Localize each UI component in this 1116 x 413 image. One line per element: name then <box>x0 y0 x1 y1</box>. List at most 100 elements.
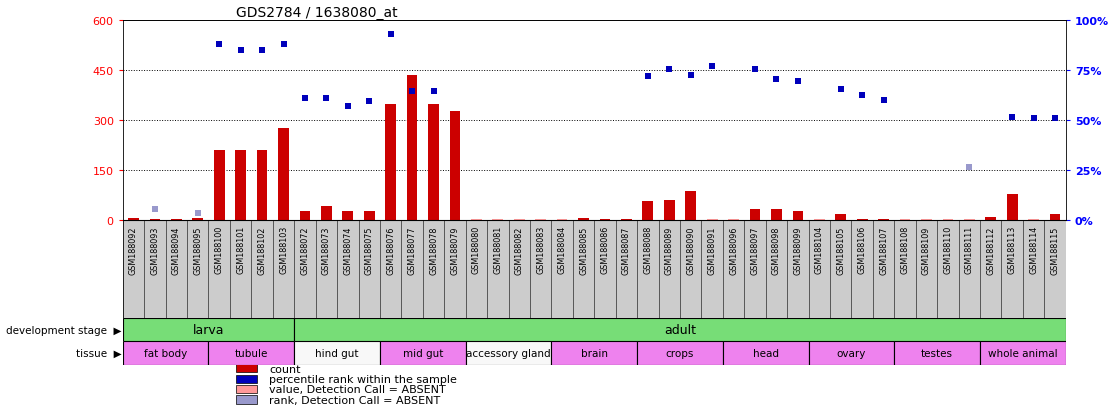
Text: ovary: ovary <box>837 348 866 358</box>
Text: GSM188108: GSM188108 <box>901 225 910 274</box>
Text: GSM188083: GSM188083 <box>536 225 546 274</box>
Bar <box>235 364 257 373</box>
Bar <box>750 210 760 221</box>
Text: GSM188095: GSM188095 <box>193 225 202 274</box>
Text: GSM188094: GSM188094 <box>172 225 181 274</box>
Bar <box>150 219 161 221</box>
Bar <box>980 342 1066 365</box>
Bar <box>664 200 675 221</box>
Bar <box>551 342 637 365</box>
Bar <box>492 219 503 221</box>
Text: tissue  ▶: tissue ▶ <box>76 348 122 358</box>
Bar <box>192 219 203 221</box>
Text: GSM188100: GSM188100 <box>214 225 223 274</box>
Bar <box>792 211 804 221</box>
Bar <box>943 219 953 221</box>
Text: GSM188096: GSM188096 <box>729 225 738 274</box>
Bar <box>1007 195 1018 221</box>
Text: GSM188082: GSM188082 <box>514 225 523 274</box>
Text: fat body: fat body <box>144 348 187 358</box>
Text: GSM188107: GSM188107 <box>879 225 888 274</box>
Text: GSM188079: GSM188079 <box>451 225 460 274</box>
Bar <box>471 219 482 221</box>
Text: GSM188087: GSM188087 <box>622 225 631 274</box>
Bar <box>379 342 465 365</box>
Bar <box>637 342 723 365</box>
Bar <box>685 191 696 221</box>
Bar <box>706 219 718 221</box>
Bar <box>465 342 551 365</box>
Bar <box>123 318 295 342</box>
Text: GSM188097: GSM188097 <box>751 225 760 274</box>
Text: GSM188090: GSM188090 <box>686 225 695 274</box>
Text: GSM188113: GSM188113 <box>1008 225 1017 274</box>
Bar <box>899 219 911 221</box>
Text: GSM188099: GSM188099 <box>793 225 802 274</box>
Text: adult: adult <box>664 323 696 337</box>
Bar <box>985 218 997 221</box>
Text: tubule: tubule <box>234 348 268 358</box>
Bar <box>364 211 375 221</box>
Text: testes: testes <box>921 348 953 358</box>
Bar <box>578 218 589 221</box>
Text: GSM188085: GSM188085 <box>579 225 588 274</box>
Text: whole animal: whole animal <box>988 348 1058 358</box>
Bar <box>257 151 268 221</box>
Bar <box>128 218 138 221</box>
Text: value, Detection Call = ABSENT: value, Detection Call = ABSENT <box>269 385 445 394</box>
Bar <box>235 375 257 383</box>
Text: GSM188106: GSM188106 <box>858 225 867 274</box>
Bar <box>878 219 889 221</box>
Text: GSM188080: GSM188080 <box>472 225 481 274</box>
Text: GSM188103: GSM188103 <box>279 225 288 274</box>
Text: GSM188110: GSM188110 <box>943 225 952 274</box>
Text: GSM188077: GSM188077 <box>407 225 416 274</box>
Bar <box>622 219 632 221</box>
Bar <box>599 219 610 221</box>
Text: hind gut: hind gut <box>316 348 359 358</box>
Text: GSM188084: GSM188084 <box>558 225 567 274</box>
Text: count: count <box>269 364 300 374</box>
Text: GSM188101: GSM188101 <box>237 225 246 274</box>
Text: GSM188114: GSM188114 <box>1029 225 1038 274</box>
Bar <box>278 129 289 221</box>
Bar <box>450 112 460 221</box>
Text: GSM188092: GSM188092 <box>129 225 138 274</box>
Bar <box>643 202 653 221</box>
Bar <box>171 219 182 221</box>
Text: GSM188078: GSM188078 <box>429 225 437 274</box>
Bar <box>1050 215 1060 221</box>
Bar <box>385 104 396 221</box>
Bar <box>809 342 894 365</box>
Bar <box>513 219 525 221</box>
Bar <box>295 342 379 365</box>
Bar <box>836 215 846 221</box>
Text: GSM188076: GSM188076 <box>386 225 395 274</box>
Text: accessory gland: accessory gland <box>466 348 551 358</box>
Text: GSM188105: GSM188105 <box>836 225 845 274</box>
Bar <box>235 385 257 393</box>
Text: GSM188086: GSM188086 <box>600 225 609 274</box>
Bar <box>536 219 546 221</box>
Text: GSM188098: GSM188098 <box>772 225 781 274</box>
Bar <box>729 219 739 221</box>
Bar <box>894 342 980 365</box>
Bar <box>406 76 417 221</box>
Text: GSM188091: GSM188091 <box>708 225 716 274</box>
Bar <box>964 219 974 221</box>
Text: rank, Detection Call = ABSENT: rank, Detection Call = ABSENT <box>269 395 440 405</box>
Bar <box>921 219 932 221</box>
Text: GSM188104: GSM188104 <box>815 225 824 274</box>
Bar <box>771 210 782 221</box>
Bar <box>343 211 353 221</box>
Text: GSM188102: GSM188102 <box>258 225 267 274</box>
Text: GDS2784 / 1638080_at: GDS2784 / 1638080_at <box>235 6 397 20</box>
Bar <box>295 318 1066 342</box>
Bar <box>557 219 567 221</box>
Text: GSM188111: GSM188111 <box>965 225 974 274</box>
Text: GSM188112: GSM188112 <box>987 225 995 274</box>
Text: GSM188075: GSM188075 <box>365 225 374 274</box>
Bar <box>209 342 295 365</box>
Text: percentile rank within the sample: percentile rank within the sample <box>269 374 456 384</box>
Bar <box>723 342 809 365</box>
